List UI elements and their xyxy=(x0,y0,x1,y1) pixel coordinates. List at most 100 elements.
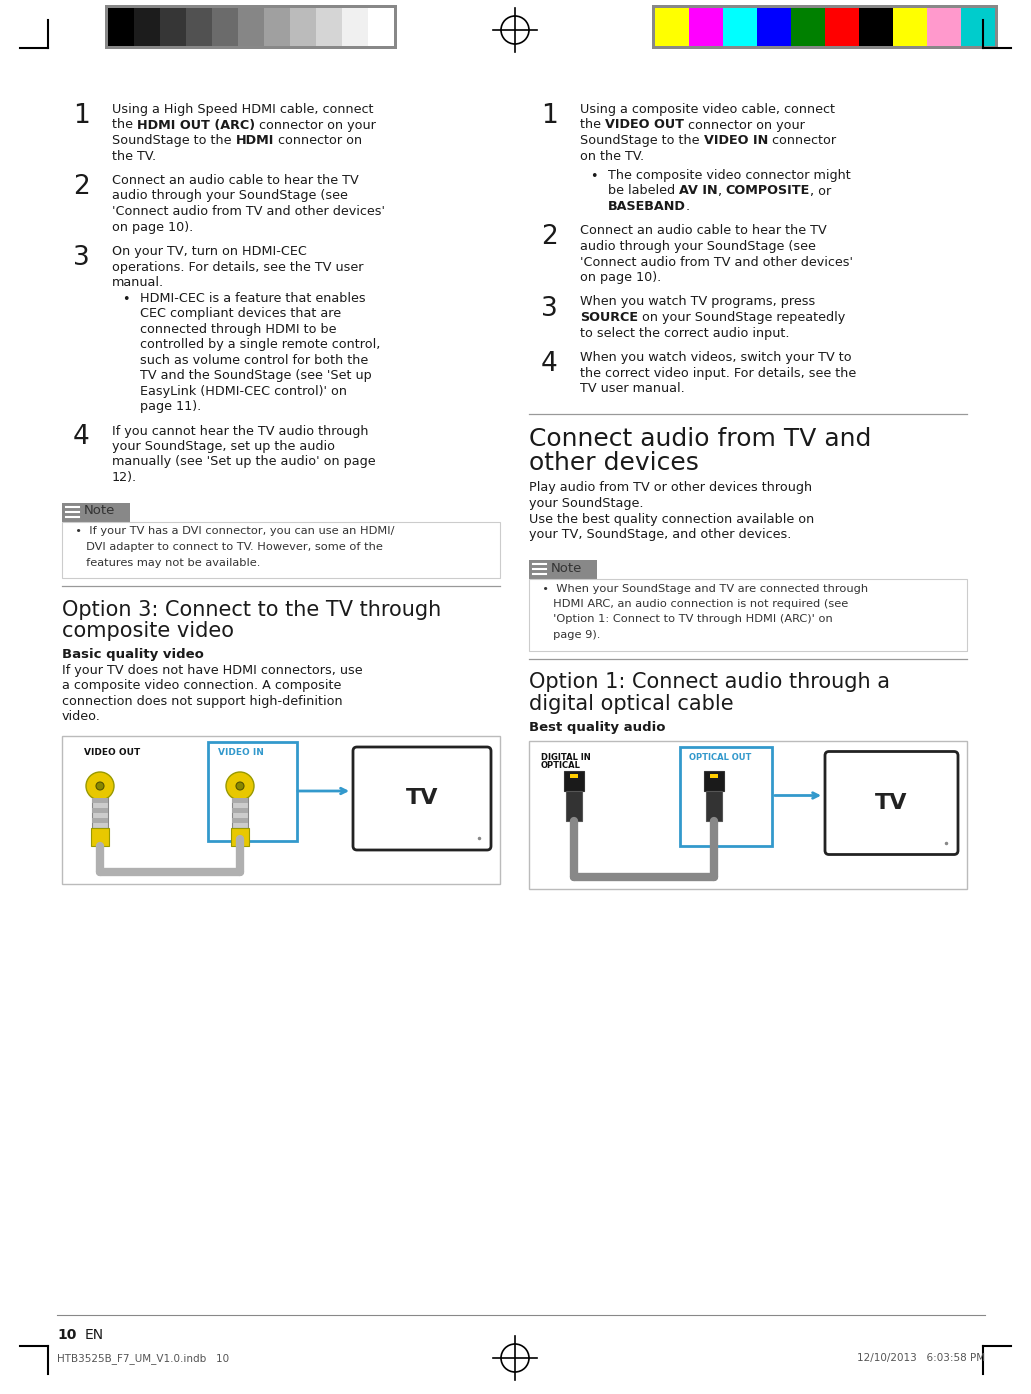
Text: DIGITAL IN: DIGITAL IN xyxy=(541,753,591,761)
Text: page 9).: page 9). xyxy=(535,630,600,640)
Text: the: the xyxy=(580,118,605,131)
Text: 'Connect audio from TV and other devices': 'Connect audio from TV and other devices… xyxy=(580,255,853,269)
Bar xyxy=(315,8,342,46)
Text: , or: , or xyxy=(810,184,831,198)
Text: VIDEO IN: VIDEO IN xyxy=(218,749,264,757)
Text: be labeled: be labeled xyxy=(608,184,679,198)
Text: 'Connect audio from TV and other devices': 'Connect audio from TV and other devices… xyxy=(112,205,385,217)
Bar xyxy=(368,8,394,46)
Text: TV user manual.: TV user manual. xyxy=(580,382,685,395)
Text: the: the xyxy=(112,118,137,131)
Text: connector on: connector on xyxy=(274,134,362,146)
FancyBboxPatch shape xyxy=(825,751,958,855)
Bar xyxy=(134,8,160,46)
Text: VIDEO IN: VIDEO IN xyxy=(703,134,768,146)
Text: VIDEO OUT: VIDEO OUT xyxy=(84,749,140,757)
Bar xyxy=(652,6,998,49)
Text: a composite video connection. A composite: a composite video connection. A composit… xyxy=(62,679,341,693)
Bar xyxy=(757,8,791,46)
Circle shape xyxy=(86,772,114,800)
Bar xyxy=(570,774,578,778)
Text: other devices: other devices xyxy=(529,452,699,475)
Bar xyxy=(529,579,967,651)
Bar xyxy=(655,8,689,46)
Text: 10: 10 xyxy=(57,1328,76,1342)
Text: CEC compliant devices that are: CEC compliant devices that are xyxy=(140,307,341,321)
Bar xyxy=(342,8,368,46)
Bar xyxy=(92,797,108,803)
Text: such as volume control for both the: such as volume control for both the xyxy=(140,354,368,367)
Bar xyxy=(791,8,825,46)
Text: EasyLink (HDMI-CEC control)' on: EasyLink (HDMI-CEC control)' on xyxy=(140,385,347,397)
Bar xyxy=(564,771,584,790)
Text: •: • xyxy=(590,170,598,183)
Text: connected through HDMI to be: connected through HDMI to be xyxy=(140,322,336,336)
Bar xyxy=(92,818,108,822)
Bar xyxy=(92,790,108,828)
Text: video.: video. xyxy=(62,711,101,723)
Text: on your SoundStage repeatedly: on your SoundStage repeatedly xyxy=(638,311,845,323)
Bar xyxy=(927,8,961,46)
Text: Using a composite video cable, connect: Using a composite video cable, connect xyxy=(580,103,835,116)
Bar xyxy=(62,736,500,884)
Text: 2: 2 xyxy=(541,224,558,251)
Text: On your TV, turn on HDMI-CEC: On your TV, turn on HDMI-CEC xyxy=(112,245,307,258)
Text: The composite video connector might: The composite video connector might xyxy=(608,169,851,183)
Bar xyxy=(529,559,597,579)
Text: on page 10).: on page 10). xyxy=(112,220,193,234)
Text: 3: 3 xyxy=(541,296,558,322)
Text: TV and the SoundStage (see 'Set up: TV and the SoundStage (see 'Set up xyxy=(140,369,372,382)
Bar xyxy=(105,6,397,49)
Bar xyxy=(689,8,723,46)
Bar xyxy=(108,8,134,46)
Text: composite video: composite video xyxy=(62,620,234,641)
Bar xyxy=(91,828,109,846)
Text: 4: 4 xyxy=(541,351,558,376)
Text: 4: 4 xyxy=(73,425,90,450)
Text: on the TV.: on the TV. xyxy=(580,149,644,163)
Bar xyxy=(566,790,583,821)
Text: 2: 2 xyxy=(73,174,90,199)
Text: connection does not support high-definition: connection does not support high-definit… xyxy=(62,696,342,708)
Text: manual.: manual. xyxy=(112,276,164,289)
Text: VIDEO OUT: VIDEO OUT xyxy=(605,118,684,131)
Bar xyxy=(706,790,722,821)
Text: page 11).: page 11). xyxy=(140,400,201,413)
Text: OPTICAL: OPTICAL xyxy=(541,761,580,771)
Text: TV: TV xyxy=(875,793,907,813)
Text: When you watch TV programs, press: When you watch TV programs, press xyxy=(580,296,816,308)
Text: controlled by a single remote control,: controlled by a single remote control, xyxy=(140,337,380,351)
Text: Option 3: Connect to the TV through: Option 3: Connect to the TV through xyxy=(62,599,441,620)
Text: your SoundStage, set up the audio: your SoundStage, set up the audio xyxy=(112,441,335,453)
Bar xyxy=(62,521,500,579)
Text: Option 1: Connect audio through a: Option 1: Connect audio through a xyxy=(529,672,890,693)
Text: •: • xyxy=(122,293,130,305)
Text: Play audio from TV or other devices through: Play audio from TV or other devices thro… xyxy=(529,481,812,495)
Text: HDMI: HDMI xyxy=(235,134,274,146)
Text: 1: 1 xyxy=(541,103,558,130)
Text: .: . xyxy=(686,199,690,213)
Text: Using a High Speed HDMI cable, connect: Using a High Speed HDMI cable, connect xyxy=(112,103,373,116)
Bar xyxy=(704,771,724,790)
Text: the TV.: the TV. xyxy=(112,149,156,163)
Text: connector on your: connector on your xyxy=(684,118,805,131)
Text: Basic quality video: Basic quality video xyxy=(62,648,204,661)
Text: Best quality audio: Best quality audio xyxy=(529,721,665,733)
Text: AV IN: AV IN xyxy=(679,184,718,198)
Text: OPTICAL OUT: OPTICAL OUT xyxy=(689,753,752,761)
Text: When you watch videos, switch your TV to: When you watch videos, switch your TV to xyxy=(580,351,852,364)
Text: Use the best quality connection available on: Use the best quality connection availabl… xyxy=(529,513,814,526)
Text: 12).: 12). xyxy=(112,471,137,484)
Text: 12/10/2013   6:03:58 PM: 12/10/2013 6:03:58 PM xyxy=(857,1354,985,1363)
Bar xyxy=(232,809,248,813)
Text: SoundStage to the: SoundStage to the xyxy=(580,134,703,146)
Bar xyxy=(232,818,248,822)
Bar xyxy=(231,828,250,846)
Bar xyxy=(212,8,238,46)
Bar xyxy=(232,790,248,828)
Text: 1: 1 xyxy=(73,103,90,130)
Text: •  When your SoundStage and TV are connected through: • When your SoundStage and TV are connec… xyxy=(535,584,868,594)
Bar xyxy=(92,809,108,813)
Text: to select the correct audio input.: to select the correct audio input. xyxy=(580,326,790,340)
Bar xyxy=(264,8,290,46)
